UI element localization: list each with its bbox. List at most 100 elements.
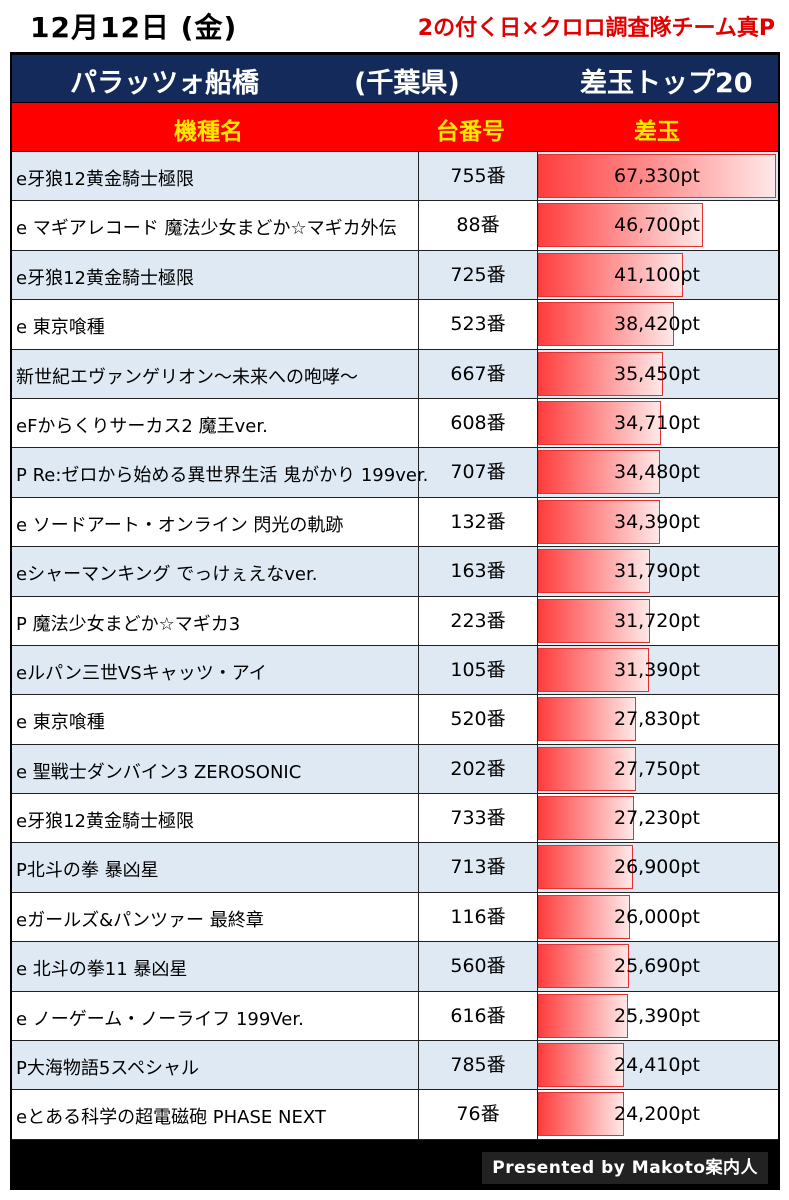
diff-bar [538, 302, 674, 347]
diff-value: 24,200pt [614, 1103, 700, 1126]
machine-number: 523番 [418, 300, 538, 349]
machine-name: e牙狼12黄金騎士極限 [16, 267, 194, 289]
diff-value: 38,420pt [614, 313, 700, 336]
machine-number: 88番 [418, 201, 538, 250]
machine-name: P大海物語5スペシャル [16, 1058, 200, 1080]
machine-number: 132番 [418, 497, 538, 547]
column-header-number: 台番号 [436, 119, 505, 145]
diff-cell: 35,450pt [536, 350, 778, 398]
diff-bar [538, 845, 634, 890]
table-row: P大海物語5スペシャル 785番 24,410pt [12, 1041, 778, 1091]
table-row: eとある科学の超電磁砲 PHASE NEXT 76番 24,200pt [12, 1090, 778, 1140]
diff-cell: 26,900pt [536, 843, 778, 891]
machine-name: e マギアレコード 魔法少女まどか☆マギカ外伝 [16, 218, 397, 240]
machine-name: eシャーマンキング でっけぇえなver. [16, 564, 318, 586]
ranking-table: e牙狼12黄金騎士極限 755番 67,330pt e マギアレコード 魔法少女まどか… [12, 152, 778, 1140]
diff-value: 27,830pt [614, 708, 700, 731]
prefecture: (千葉県) [354, 68, 460, 99]
table-row: e 東京喰種 520番 27,830pt [12, 695, 778, 745]
machine-name: P 魔法少女まどか☆マギカ3 [16, 613, 241, 635]
diff-value: 34,710pt [614, 411, 700, 434]
machine-number: 707番 [418, 448, 538, 497]
diff-bar [538, 450, 660, 495]
table-row: P Re:ゼロから始める異世界生活 鬼がかり 199ver. 707番 34,480… [12, 448, 778, 498]
diff-value: 27,750pt [614, 757, 700, 780]
diff-cell: 31,790pt [536, 547, 778, 595]
diff-value: 34,480pt [614, 461, 700, 484]
diff-value: 46,700pt [614, 214, 700, 237]
diff-value: 67,330pt [614, 165, 700, 187]
diff-cell: 24,200pt [536, 1090, 778, 1138]
table-row: e 東京喰種 523番 38,420pt [12, 300, 778, 350]
diff-bar [538, 499, 660, 544]
diff-value: 24,410pt [614, 1054, 700, 1077]
machine-number: 667番 [418, 349, 538, 398]
table-row: eシャーマンキング でっけぇえなver. 163番 31,790pt [12, 547, 778, 597]
diff-value: 34,390pt [614, 510, 700, 533]
ranking-title: 差玉トップ20 [580, 68, 753, 99]
machine-name: e 東京喰種 [16, 317, 105, 339]
diff-bar [538, 154, 776, 198]
machine-name: e ノーゲーム・ノーライフ 199Ver. [16, 1008, 304, 1030]
title-bar: パラッツォ船橋 (千葉県) 差玉トップ20 [12, 55, 778, 102]
machine-name: eルパン三世VSキャッツ・アイ [16, 662, 267, 684]
machine-number: 785番 [418, 1041, 538, 1090]
diff-bar [538, 746, 637, 791]
diff-value: 25,390pt [614, 1004, 700, 1027]
store-name: パラッツォ船橋 [70, 68, 259, 99]
machine-name: e 北斗の拳11 暴凶星 [16, 959, 188, 981]
diff-cell: 34,480pt [536, 448, 778, 496]
diff-cell: 24,410pt [536, 1041, 778, 1089]
machine-number: 223番 [418, 596, 538, 645]
diff-cell: 27,830pt [536, 695, 778, 743]
diff-cell: 27,230pt [536, 794, 778, 842]
footer: Presented by Makoto案内人 [12, 1146, 778, 1190]
machine-name: e牙狼12黄金騎士極限 [16, 169, 194, 190]
machine-name: 新世紀エヴァンゲリオン〜未来への咆哮〜 [16, 366, 358, 388]
diff-bar [538, 400, 661, 445]
machine-number: 163番 [418, 547, 538, 596]
diff-value: 26,900pt [614, 856, 700, 879]
machine-name: e牙狼12黄金騎士極限 [16, 811, 194, 833]
diff-bar [538, 944, 629, 989]
machine-number: 105番 [418, 645, 538, 695]
table-row: e 聖戦士ダンバイン3 ZEROSONIC 202番 27,750pt [12, 744, 778, 795]
diff-bar [538, 697, 637, 742]
table-row: eガールズ&パンツァー 最終章 116番 26,000pt [12, 892, 778, 943]
diff-cell: 31,390pt [536, 646, 778, 694]
machine-number: 76番 [418, 1090, 538, 1139]
diff-value: 35,450pt [614, 362, 700, 385]
table-row: 新世紀エヴァンゲリオン〜未来への咆哮〜 667番 35,450pt [12, 349, 778, 399]
column-header: 機種名 台番号 差玉 [12, 103, 778, 151]
top-bar: 12月12日 (金) 2の付く日×クロロ調査隊チーム真P [0, 0, 789, 52]
table-row: e牙狼12黄金騎士極限 725番 41,100pt [12, 250, 778, 301]
tagline: 2の付く日×クロロ調査隊チーム真P [417, 16, 775, 41]
machine-name: e 聖戦士ダンバイン3 ZEROSONIC [16, 761, 302, 783]
diff-value: 25,690pt [614, 955, 700, 978]
machine-number: 755番 [418, 152, 538, 201]
diff-value: 31,790pt [614, 560, 700, 583]
machine-number: 733番 [418, 794, 538, 843]
diff-bar [538, 598, 651, 643]
table-row: e マギアレコード 魔法少女まどか☆マギカ外伝 88番 46,700pt [12, 201, 778, 251]
diff-cell: 25,390pt [536, 992, 778, 1040]
diff-bar [538, 351, 664, 396]
machine-name: P北斗の拳 暴凶星 [16, 860, 159, 882]
diff-bar [538, 203, 704, 248]
machine-number: 202番 [418, 744, 538, 794]
diff-bar [538, 549, 651, 594]
diff-cell: 31,720pt [536, 597, 778, 645]
diff-cell: 34,710pt [536, 399, 778, 447]
date-label: 12月12日 (金) [30, 11, 238, 44]
machine-name: P Re:ゼロから始める異世界生活 鬼がかり 199ver. [16, 465, 429, 487]
diff-value: 41,100pt [614, 263, 700, 286]
machine-name: eガールズ&パンツァー 最終章 [16, 909, 264, 931]
diff-cell: 26,000pt [536, 893, 778, 941]
table-row: e牙狼12黄金騎士極限 755番 67,330pt [12, 152, 778, 202]
machine-number: 560番 [418, 942, 538, 991]
diff-cell: 38,420pt [536, 300, 778, 348]
table-row: P 魔法少女まどか☆マギカ3 223番 31,720pt [12, 596, 778, 646]
diff-cell: 27,750pt [536, 745, 778, 793]
diff-cell: 25,690pt [536, 942, 778, 990]
table-row: e 北斗の拳11 暴凶星 560番 25,690pt [12, 942, 778, 992]
